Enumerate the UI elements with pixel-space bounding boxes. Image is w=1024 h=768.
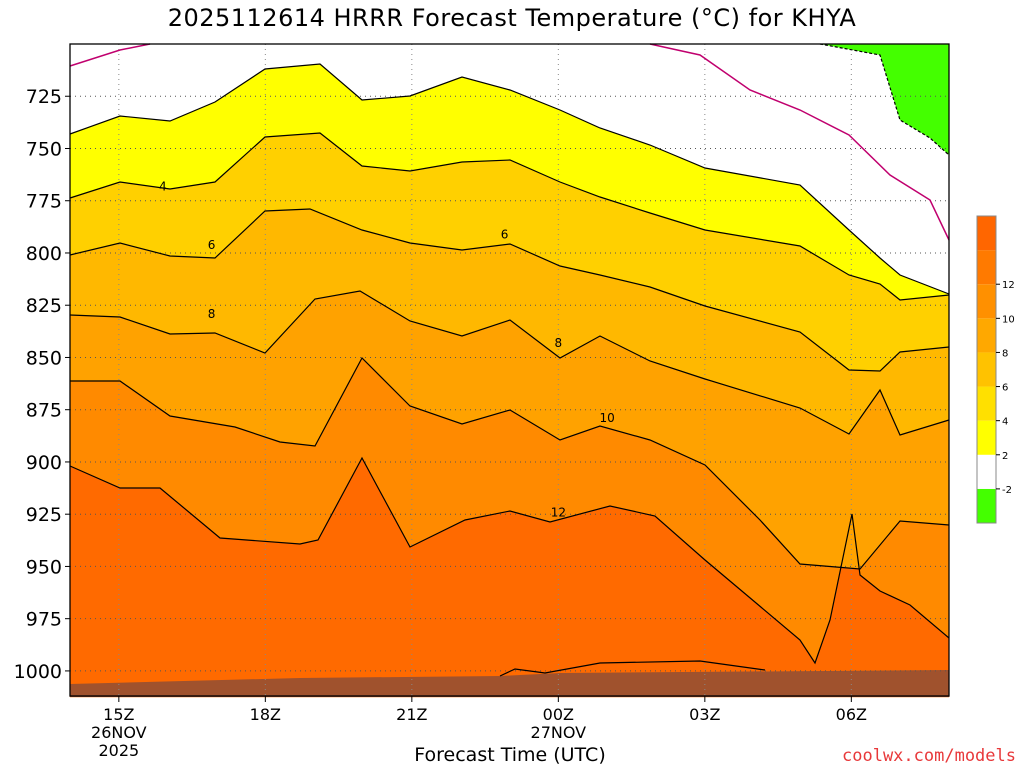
chart-title: 2025112614 HRRR Forecast Temperature (°C… — [167, 4, 857, 32]
colorbar-label: 8 — [1002, 348, 1008, 359]
x-axis-label: Forecast Time (UTC) — [414, 744, 606, 766]
y-tick-label: 775 — [26, 191, 62, 213]
colorbar-label: 10 — [1002, 314, 1015, 325]
contour-label: 8 — [555, 336, 563, 350]
y-tick-label: 1000 — [14, 661, 62, 683]
contour-line-c10 — [70, 357, 950, 570]
contour-label: 6 — [501, 227, 509, 241]
y-tick-label: 750 — [26, 138, 62, 160]
plot-frame — [69, 43, 950, 697]
contour-line-zero — [649, 43, 950, 241]
x-tick-label: 26NOV — [91, 723, 147, 742]
colorbar-label: 4 — [1002, 417, 1008, 428]
colorbar-label: 6 — [1002, 383, 1008, 394]
colorbar-label: 12 — [1002, 280, 1015, 291]
x-tick-label: 00Z — [543, 705, 574, 724]
contour-line-zero-left — [69, 43, 151, 67]
x-tick-label: 2025 — [98, 741, 139, 760]
band-below-minus-2 — [820, 44, 949, 155]
x-tick-label: 03Z — [689, 705, 720, 724]
contour-line-14 — [499, 660, 766, 677]
colorbar-label: -2 — [1002, 485, 1012, 496]
colorbar-frame — [976, 215, 997, 524]
contour-line-c2 — [69, 63, 950, 295]
y-tick-label: 925 — [26, 504, 62, 526]
contour-line-c6 — [69, 208, 950, 372]
x-tick-label: 21Z — [396, 705, 427, 724]
x-tick-label: 06Z — [836, 705, 867, 724]
contour-label: 6 — [208, 238, 216, 252]
colorbar-segment — [977, 454, 996, 489]
contour-line-c8 — [69, 290, 950, 436]
contour-line-minus-2 — [819, 43, 950, 156]
colorbar-segment — [977, 284, 996, 319]
x-tick-label: 15Z — [103, 705, 134, 724]
colorbar-segment — [977, 216, 996, 251]
contour-label: 10 — [600, 411, 615, 425]
credit-text: coolwx.com/models — [842, 746, 1016, 766]
contour-label: 4 — [159, 179, 167, 193]
y-tick-label: 950 — [26, 556, 62, 578]
colorbar-label: 2 — [1002, 451, 1008, 462]
contour-label: 12 — [551, 505, 566, 519]
y-tick-label: 825 — [26, 295, 62, 317]
contour-line-c4 — [69, 132, 950, 301]
colorbar-segment — [977, 420, 996, 455]
terrain-ground — [70, 670, 949, 697]
x-tick-label: 27NOV — [531, 723, 587, 742]
y-tick-label: 850 — [26, 347, 62, 369]
y-tick-label: 725 — [26, 86, 62, 108]
y-tick-label: 800 — [26, 243, 62, 265]
x-tick-label: 18Z — [250, 705, 281, 724]
colorbar-segment — [977, 488, 996, 523]
y-tick-label: 875 — [26, 400, 62, 422]
colorbar-segment — [977, 386, 996, 421]
colorbar-segment — [977, 352, 996, 387]
contour-label: 8 — [208, 307, 216, 321]
y-tick-label: 900 — [26, 452, 62, 474]
colorbar-segment — [977, 318, 996, 353]
contour-line-c12 — [69, 456, 950, 665]
colorbar-segment — [977, 250, 996, 285]
y-tick-label: 975 — [26, 609, 62, 631]
